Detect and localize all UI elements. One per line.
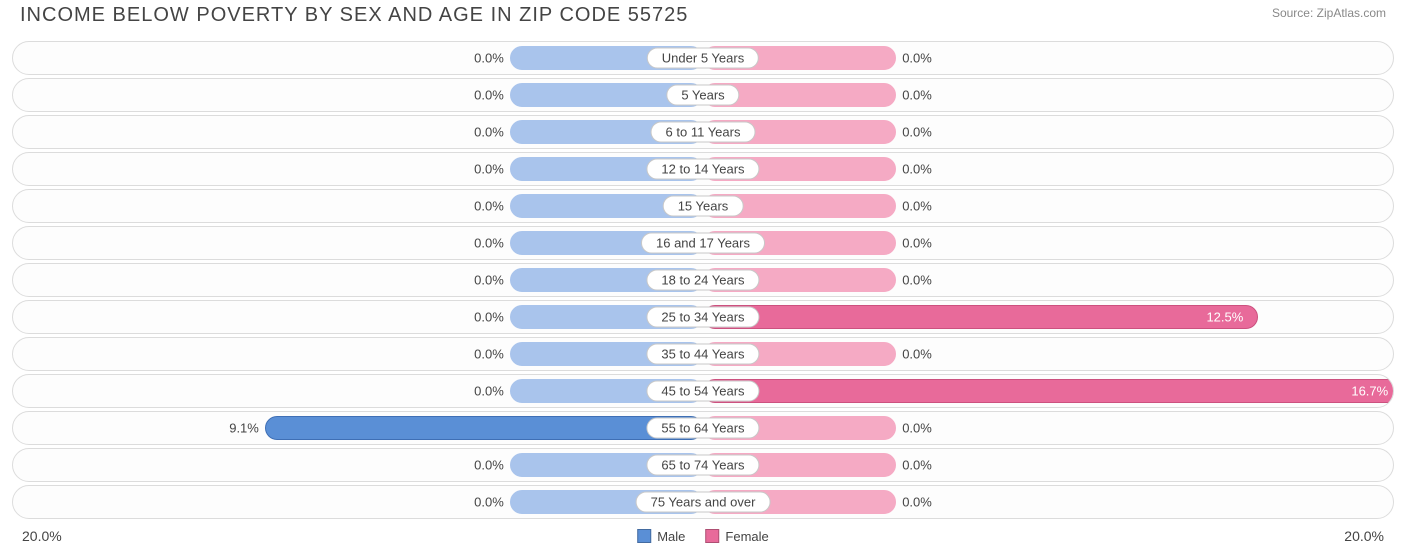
chart-row: 0.0% 12.5% 25 to 34 Years xyxy=(12,300,1394,334)
chart-row: 0.0% 0.0% 65 to 74 Years xyxy=(12,448,1394,482)
legend-male: Male xyxy=(637,529,685,544)
chart-row: 0.0% 0.0% Under 5 Years xyxy=(12,41,1394,75)
category-label: 16 and 17 Years xyxy=(641,233,765,254)
female-value-label: 0.0% xyxy=(902,347,932,362)
female-value-label: 0.0% xyxy=(902,458,932,473)
category-label: 18 to 24 Years xyxy=(646,270,759,291)
category-label: Under 5 Years xyxy=(647,48,759,69)
female-value-label: 16.7% xyxy=(1351,384,1385,399)
female-value-label: 0.0% xyxy=(902,88,932,103)
chart-title: INCOME BELOW POVERTY BY SEX AND AGE IN Z… xyxy=(20,4,688,27)
female-value-label: 0.0% xyxy=(902,51,932,66)
legend: Male Female xyxy=(637,529,769,544)
male-value-label: 0.0% xyxy=(474,458,504,473)
male-value-label: 0.0% xyxy=(474,88,504,103)
legend-female: Female xyxy=(705,529,768,544)
male-value-label: 0.0% xyxy=(474,162,504,177)
female-value-label: 0.0% xyxy=(902,236,932,251)
male-bar xyxy=(265,416,703,440)
male-value-label: 0.0% xyxy=(474,125,504,140)
category-label: 35 to 44 Years xyxy=(646,344,759,365)
female-bar xyxy=(703,305,1258,329)
legend-male-label: Male xyxy=(657,529,685,544)
male-swatch-icon xyxy=(637,529,651,543)
female-swatch-icon xyxy=(705,529,719,543)
chart-row: 0.0% 0.0% 6 to 11 Years xyxy=(12,115,1394,149)
category-label: 45 to 54 Years xyxy=(646,381,759,402)
female-value-label: 0.0% xyxy=(902,421,932,436)
chart-row: 0.0% 16.7% 45 to 54 Years xyxy=(12,374,1394,408)
chart-row: 9.1% 0.0% 55 to 64 Years xyxy=(12,411,1394,445)
female-value-label: 0.0% xyxy=(902,125,932,140)
category-label: 55 to 64 Years xyxy=(646,418,759,439)
axis-right-max: 20.0% xyxy=(1344,528,1384,544)
female-bar xyxy=(703,379,1394,403)
legend-female-label: Female xyxy=(725,529,768,544)
category-label: 15 Years xyxy=(663,196,744,217)
category-label: 25 to 34 Years xyxy=(646,307,759,328)
male-value-label: 9.1% xyxy=(229,421,259,436)
female-value-label: 0.0% xyxy=(902,495,932,510)
female-value-label: 0.0% xyxy=(902,162,932,177)
male-value-label: 0.0% xyxy=(474,310,504,325)
male-value-label: 0.0% xyxy=(474,51,504,66)
male-value-label: 0.0% xyxy=(474,273,504,288)
category-label: 12 to 14 Years xyxy=(646,159,759,180)
chart-row: 0.0% 0.0% 16 and 17 Years xyxy=(12,226,1394,260)
female-value-label: 0.0% xyxy=(902,273,932,288)
category-label: 65 to 74 Years xyxy=(646,455,759,476)
chart-row: 0.0% 0.0% 5 Years xyxy=(12,78,1394,112)
chart-row: 0.0% 0.0% 18 to 24 Years xyxy=(12,263,1394,297)
axis-left-max: 20.0% xyxy=(22,528,62,544)
chart-row: 0.0% 0.0% 15 Years xyxy=(12,189,1394,223)
male-value-label: 0.0% xyxy=(474,236,504,251)
male-value-label: 0.0% xyxy=(474,347,504,362)
male-value-label: 0.0% xyxy=(474,495,504,510)
category-label: 75 Years and over xyxy=(636,492,771,513)
chart-row: 0.0% 0.0% 12 to 14 Years xyxy=(12,152,1394,186)
category-label: 5 Years xyxy=(666,85,739,106)
category-label: 6 to 11 Years xyxy=(651,122,756,143)
male-value-label: 0.0% xyxy=(474,384,504,399)
female-value-label: 0.0% xyxy=(902,199,932,214)
chart-row: 0.0% 0.0% 75 Years and over xyxy=(12,485,1394,519)
chart-row: 0.0% 0.0% 35 to 44 Years xyxy=(12,337,1394,371)
female-value-label: 12.5% xyxy=(1206,310,1385,325)
male-value-label: 0.0% xyxy=(474,199,504,214)
chart-area: 0.0%0.0%Under 5 Years0.0%0.0%5 Years0.0%… xyxy=(0,37,1406,519)
chart-source: Source: ZipAtlas.com xyxy=(1272,4,1386,20)
